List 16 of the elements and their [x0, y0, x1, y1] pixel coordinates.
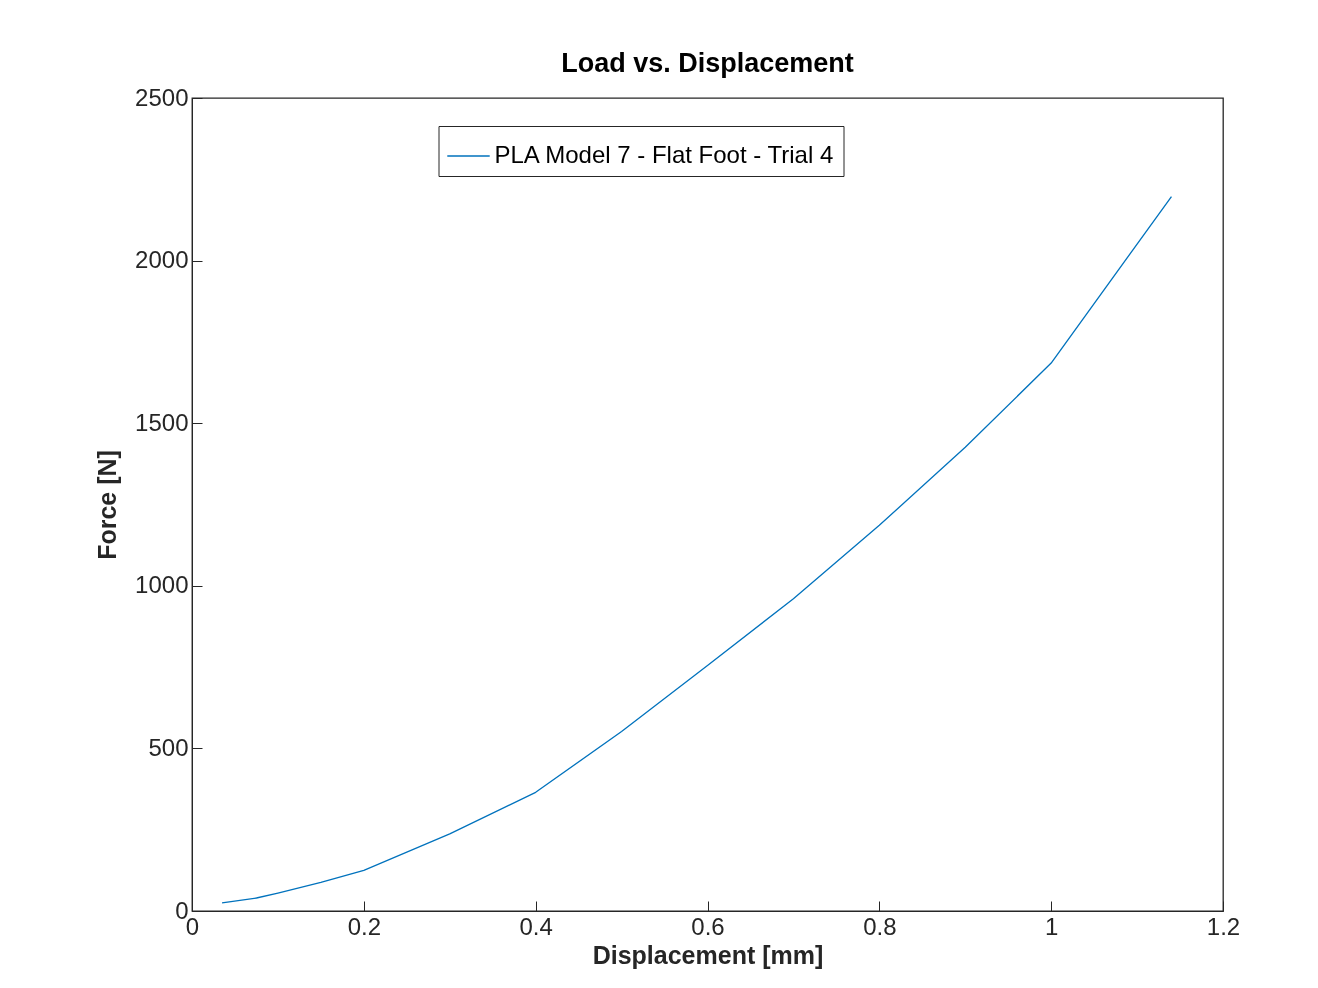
x-tick-label: 0.8: [863, 912, 897, 940]
y-tick-label: 1000: [135, 571, 189, 599]
y-tick-label: 1500: [135, 408, 189, 436]
y-tick-label: 2000: [135, 246, 189, 274]
chart-title: Load vs. Displacement: [561, 48, 854, 78]
y-tick-label: 2500: [135, 83, 189, 111]
y-axis-title: Force [N]: [93, 450, 122, 560]
x-tick-label: 1: [1044, 912, 1059, 940]
x-tick-label: 0.6: [691, 912, 725, 940]
x-tick-label: 0.4: [519, 912, 553, 940]
x-axis-title: Displacement [mm]: [592, 940, 824, 969]
x-tick-label: 1.2: [1206, 912, 1241, 940]
x-tick-label: 0.2: [347, 912, 382, 940]
legend-label: PLA Model 7 - Flat Foot - Trial 4: [494, 141, 834, 168]
line-series: [221, 195, 1173, 904]
y-tick-label: 500: [148, 733, 189, 761]
